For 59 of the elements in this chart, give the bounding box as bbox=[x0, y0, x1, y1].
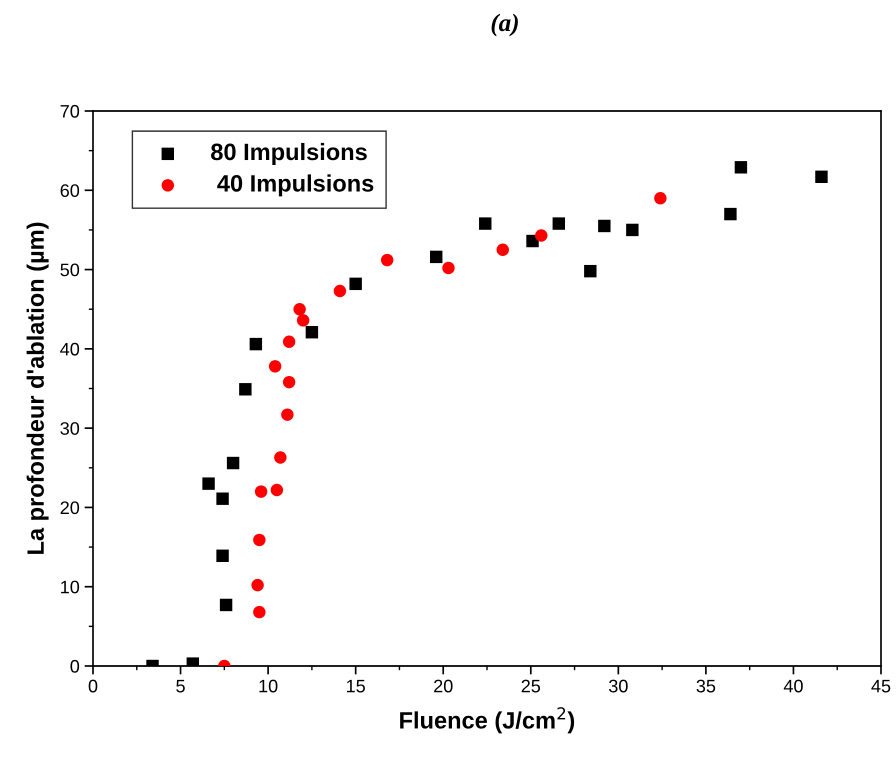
x-axis-title: Fluence (J/cm$^{2}$) bbox=[400, 707, 574, 734]
x-tick-label: 20 bbox=[434, 680, 453, 692]
point bbox=[734, 161, 748, 174]
point bbox=[253, 534, 266, 546]
point bbox=[430, 250, 442, 264]
point bbox=[226, 456, 240, 470]
y-tick-label: 40 bbox=[60, 342, 80, 356]
point bbox=[270, 484, 284, 496]
point bbox=[250, 338, 262, 350]
y-axis-title: La profondeur d'ablation (µm) bbox=[26, 222, 49, 554]
point bbox=[598, 220, 611, 232]
point bbox=[626, 224, 639, 236]
y-tick-label: 0 bbox=[70, 660, 80, 673]
point bbox=[442, 262, 455, 274]
point bbox=[815, 170, 828, 184]
point bbox=[216, 550, 229, 562]
point bbox=[282, 336, 296, 348]
point bbox=[251, 578, 264, 592]
x-tick-label: 10 bbox=[259, 680, 278, 692]
y-tick-label: 50 bbox=[60, 264, 80, 276]
x-tick-label: 5 bbox=[176, 680, 185, 692]
point bbox=[584, 264, 597, 278]
y-tick-label: 30 bbox=[60, 422, 80, 435]
point bbox=[496, 244, 509, 256]
x-tick-label: 0 bbox=[88, 680, 98, 692]
point bbox=[552, 217, 566, 230]
y-tick-label: 60 bbox=[60, 184, 80, 198]
point bbox=[334, 284, 346, 298]
point bbox=[306, 326, 318, 338]
point bbox=[479, 217, 492, 230]
point bbox=[293, 303, 306, 316]
x-tick-label: 15 bbox=[347, 680, 365, 692]
chart-title: (a) bbox=[492, 14, 518, 36]
x-tick-label: 25 bbox=[522, 680, 540, 692]
point bbox=[282, 376, 296, 388]
x-tick-label: 40 bbox=[784, 680, 803, 692]
point bbox=[268, 360, 282, 373]
point bbox=[535, 229, 548, 242]
y-tick-label: 20 bbox=[60, 501, 80, 514]
point bbox=[296, 314, 310, 327]
point bbox=[254, 485, 268, 498]
x-tick-label: 45 bbox=[871, 680, 890, 692]
point bbox=[274, 451, 287, 464]
point bbox=[216, 492, 229, 505]
point bbox=[220, 598, 232, 612]
point bbox=[281, 408, 294, 421]
point bbox=[239, 383, 252, 396]
point bbox=[349, 278, 362, 290]
x-tick-label: 35 bbox=[696, 680, 716, 692]
y-tick-label: 70 bbox=[60, 104, 80, 118]
y-tick-label: 10 bbox=[61, 580, 80, 594]
point bbox=[724, 208, 737, 220]
point bbox=[654, 192, 667, 204]
point bbox=[253, 606, 266, 618]
legend-label: 80 Impulsions bbox=[211, 142, 367, 165]
x-tick-label: 30 bbox=[608, 680, 628, 692]
point bbox=[380, 254, 394, 266]
legend-label: 40 Impulsions bbox=[217, 174, 374, 196]
point bbox=[202, 477, 215, 490]
